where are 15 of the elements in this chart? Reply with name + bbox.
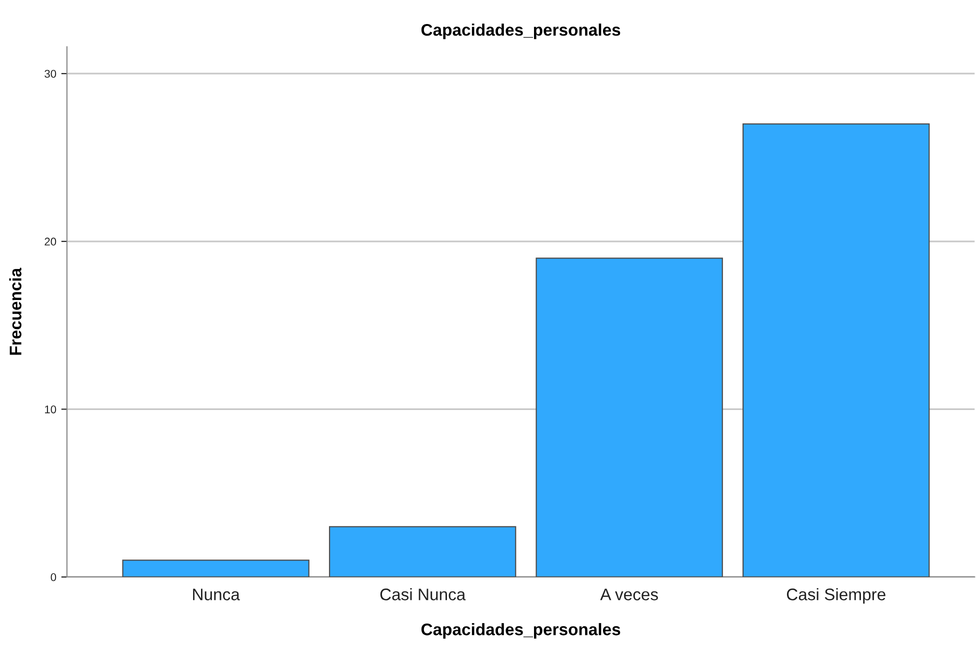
x-tick-label: A veces [600, 588, 658, 600]
x-tick-label: Casi Nunca [380, 588, 466, 600]
bar [536, 258, 723, 577]
bar [122, 560, 310, 577]
y-tick-label: 0 [50, 573, 56, 582]
x-tick-label: Nunca [193, 588, 240, 600]
y-tick-label: 10 [45, 405, 56, 414]
chart-title: Capacidades_personales [421, 24, 620, 40]
x-axis-title: Capacidades_personales [421, 623, 620, 639]
y-axis-title: Frecuencia [9, 268, 22, 355]
bar [328, 526, 516, 577]
y-tick-label: 30 [44, 70, 56, 78]
bar [742, 123, 930, 577]
y-tick-label: 20 [44, 238, 56, 246]
x-tick-label: Casi Siempre [786, 588, 886, 604]
